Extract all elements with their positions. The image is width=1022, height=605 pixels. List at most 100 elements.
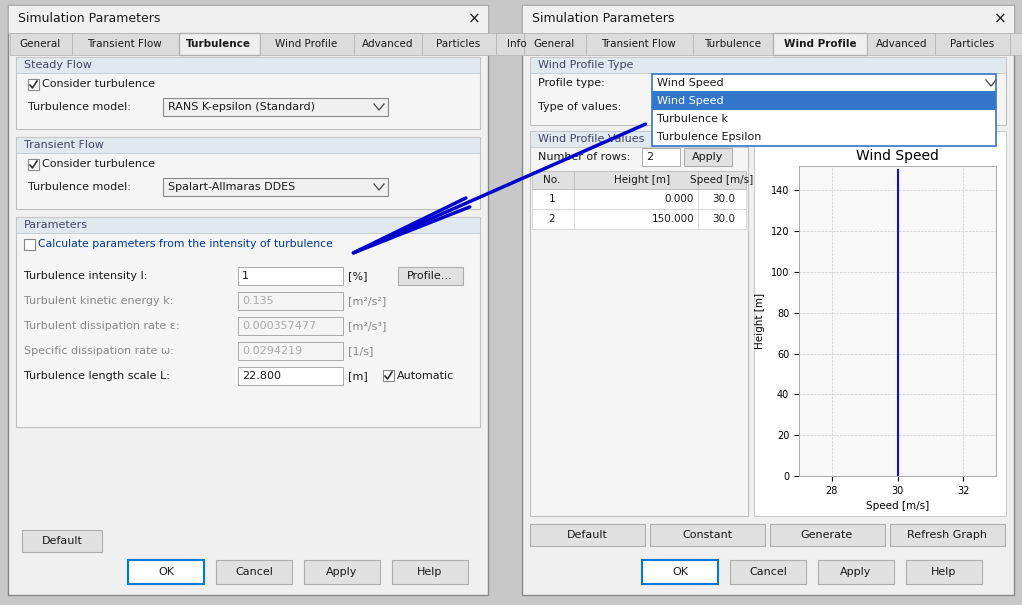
Text: 1: 1	[242, 271, 249, 281]
Text: Height [m]: Height [m]	[614, 175, 670, 185]
Bar	[754, 131, 1006, 516]
Bar	[383, 370, 394, 381]
Bar	[8, 5, 487, 595]
Bar	[260, 33, 354, 55]
Bar	[774, 33, 868, 55]
Text: Apply: Apply	[692, 152, 724, 162]
Text: Wind Profile Values: Wind Profile Values	[538, 134, 645, 144]
Text: 0.000: 0.000	[664, 194, 694, 204]
Bar	[16, 137, 480, 153]
Text: 1: 1	[549, 194, 555, 204]
Text: 22.800: 22.800	[242, 371, 281, 381]
Bar	[16, 57, 480, 73]
Text: Turbulence Epsilon: Turbulence Epsilon	[657, 132, 761, 142]
Text: Turbulence: Turbulence	[186, 39, 251, 49]
Text: Profile type:: Profile type:	[538, 78, 605, 88]
Bar	[652, 74, 996, 92]
Text: Turbulence model:: Turbulence model:	[28, 182, 131, 192]
Text: Simulation Parameters: Simulation Parameters	[18, 13, 160, 25]
Text: No.: No.	[544, 175, 561, 185]
Text: Wind Profile: Wind Profile	[784, 39, 856, 49]
Text: Info: Info	[507, 39, 527, 49]
Text: Type of values:: Type of values:	[538, 102, 621, 112]
Title: Wind Speed: Wind Speed	[856, 149, 939, 163]
Text: 2: 2	[646, 152, 653, 162]
Text: Calculate parameters from the intensity of turbulence: Calculate parameters from the intensity …	[38, 239, 333, 249]
Bar	[530, 524, 645, 546]
Bar	[16, 217, 480, 427]
Y-axis label: Height [m]: Height [m]	[755, 293, 765, 349]
Text: Advanced: Advanced	[362, 39, 413, 49]
Text: Generate: Generate	[801, 530, 853, 540]
Bar	[818, 560, 894, 584]
Bar	[770, 524, 885, 546]
Text: [1/s]: [1/s]	[349, 346, 373, 356]
Bar	[586, 33, 693, 55]
Text: Refresh Graph: Refresh Graph	[907, 530, 987, 540]
Text: Particles: Particles	[950, 39, 994, 49]
Text: Apply: Apply	[840, 567, 872, 577]
Text: Transient Flow: Transient Flow	[87, 39, 161, 49]
Text: Help: Help	[931, 567, 957, 577]
Bar	[935, 33, 1010, 55]
Text: 30.0: 30.0	[712, 214, 735, 224]
Bar	[532, 171, 746, 189]
Text: Turbulence intensity I:: Turbulence intensity I:	[24, 271, 147, 281]
Bar	[652, 92, 996, 146]
Text: Wind Speed: Wind Speed	[657, 96, 724, 106]
Bar	[532, 189, 746, 209]
Bar	[530, 57, 1006, 73]
Bar	[72, 33, 179, 55]
Text: [m²/s³]: [m²/s³]	[349, 321, 386, 331]
Bar	[730, 560, 806, 584]
Text: ×: ×	[468, 11, 480, 27]
Bar	[522, 5, 1014, 595]
Text: General: General	[19, 39, 60, 49]
Bar	[8, 5, 487, 33]
Bar	[238, 267, 343, 285]
Text: Specific dissipation rate ω:: Specific dissipation rate ω:	[24, 346, 174, 356]
Bar	[22, 530, 102, 552]
Text: Cancel: Cancel	[235, 567, 273, 577]
Bar	[890, 524, 1005, 546]
Bar	[162, 98, 388, 116]
Text: Wind Profile: Wind Profile	[275, 39, 337, 49]
Text: [m]: [m]	[349, 371, 368, 381]
Text: Steady Flow: Steady Flow	[24, 60, 92, 70]
Text: 0.135: 0.135	[242, 296, 274, 306]
Bar	[530, 131, 748, 516]
Text: Turbulent kinetic energy k:: Turbulent kinetic energy k:	[24, 296, 174, 306]
Text: Turbulent dissipation rate ε:: Turbulent dissipation rate ε:	[24, 321, 180, 331]
Bar	[650, 524, 765, 546]
Bar	[179, 33, 260, 55]
Text: Advanced: Advanced	[876, 39, 927, 49]
Text: Apply: Apply	[326, 567, 358, 577]
Bar	[216, 560, 292, 584]
Text: Number of rows:: Number of rows:	[538, 152, 631, 162]
Text: ×: ×	[993, 11, 1007, 27]
Text: Transient Flow: Transient Flow	[24, 140, 104, 150]
Text: 2: 2	[549, 214, 555, 224]
Bar	[238, 292, 343, 310]
Bar	[162, 178, 388, 196]
Bar	[905, 560, 982, 584]
Text: Particles: Particles	[436, 39, 480, 49]
Text: Turbulence k: Turbulence k	[657, 114, 728, 124]
Bar	[28, 159, 39, 170]
Text: RANS K-epsilon (Standard): RANS K-epsilon (Standard)	[168, 102, 315, 112]
Text: OK: OK	[672, 567, 688, 577]
Bar	[530, 57, 1006, 125]
Bar	[24, 239, 35, 250]
Text: Constant: Constant	[682, 530, 732, 540]
Bar	[868, 33, 935, 55]
Text: Parameters: Parameters	[24, 220, 88, 230]
Bar	[652, 92, 996, 110]
Text: General: General	[533, 39, 574, 49]
X-axis label: Speed [m/s]: Speed [m/s]	[866, 502, 929, 511]
Text: 30.0: 30.0	[712, 194, 735, 204]
Text: Spalart-Allmaras DDES: Spalart-Allmaras DDES	[168, 182, 295, 192]
Text: Consider turbulence: Consider turbulence	[42, 79, 155, 89]
Bar	[398, 267, 463, 285]
Text: Help: Help	[417, 567, 443, 577]
Text: Turbulence length scale L:: Turbulence length scale L:	[24, 371, 170, 381]
